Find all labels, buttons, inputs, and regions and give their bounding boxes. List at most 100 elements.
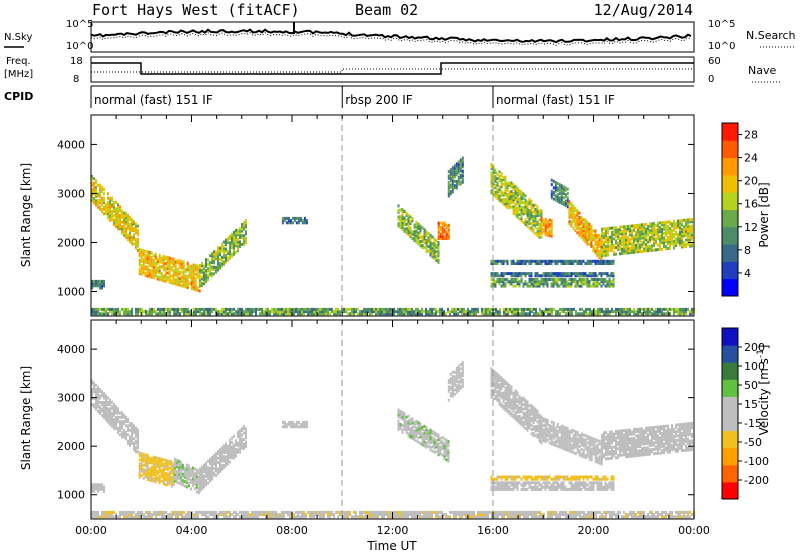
data-cell [431,235,434,239]
data-cell [135,224,137,228]
data-cell [295,310,297,314]
data-cell [565,307,567,311]
data-cell [564,434,567,438]
data-cell [552,186,555,190]
data-cell [111,422,113,426]
data-cell [223,245,225,248]
data-cell [154,458,157,462]
data-cell [554,262,557,265]
data-cell [570,282,573,286]
data-cell [399,312,401,316]
data-cell [532,223,535,227]
data-cell [211,254,213,258]
data-cell [321,307,323,311]
data-cell [176,261,179,265]
data-cell [207,262,209,266]
data-cell [435,449,438,453]
data-cell [679,225,681,229]
data-cell [683,240,685,244]
data-cell [239,227,241,231]
data-cell [689,224,691,228]
data-cell [166,459,169,463]
data-cell [447,453,450,456]
data-cell [549,312,551,316]
data-cell [566,427,569,430]
data-cell [559,312,561,316]
data-cell [243,310,245,314]
data-cell [562,429,565,433]
data-cell [142,253,145,257]
data-cell [231,447,233,451]
data-cell [556,438,559,442]
data-cell [297,216,300,220]
data-cell [691,226,693,230]
data-cell [151,312,153,316]
data-cell [643,247,645,251]
data-cell [405,211,408,215]
data-cell [461,361,464,364]
data-cell [399,208,402,212]
data-cell [443,457,446,461]
data-cell [105,394,107,398]
data-cell [142,262,145,266]
data-cell [504,402,507,405]
data-cell [168,481,171,485]
data-cell [193,467,196,471]
data-cell [598,236,601,240]
data-cell [303,307,305,311]
data-cell [537,312,539,316]
data-cell [504,408,507,412]
data-cell [405,229,408,233]
data-cell [405,420,408,424]
data-cell [99,199,101,203]
data-cell [437,249,440,253]
data-cell [211,258,213,262]
data-cell [103,205,105,209]
data-cell [409,310,411,314]
data-cell [518,406,521,410]
data-cell [231,239,233,243]
data-cell [154,265,157,269]
data-cell [504,406,507,410]
data-cell [179,480,182,484]
data-cell [556,444,559,448]
data-cell [119,426,121,430]
data-cell [137,439,139,443]
data-cell [445,449,448,453]
data-cell [399,217,402,221]
data-cell [526,207,529,211]
colorbar-tick-label: 28 [744,129,758,142]
data-cell [245,230,247,234]
data-cell [643,223,645,227]
data-cell [225,307,227,311]
data-cell [453,179,456,183]
data-cell [496,375,499,378]
data-cell [495,312,497,316]
data-cell [193,307,195,311]
data-cell [111,203,113,207]
data-cell [190,265,193,269]
data-cell [131,424,133,428]
data-cell [405,222,408,226]
data-cell [189,478,192,482]
data-cell [117,431,119,435]
data-cell [127,213,129,217]
data-cell [175,307,177,311]
data-cell [415,234,418,238]
data-cell [429,251,432,255]
data-cell [534,214,537,218]
data-cell [190,282,193,286]
data-cell [504,404,507,408]
data-cell [168,256,171,260]
data-cell [146,453,149,457]
data-cell [513,310,515,314]
data-cell [199,469,201,473]
data-cell [207,307,209,311]
data-cell [504,191,507,195]
data-cell [125,307,127,311]
data-cell [609,237,611,241]
data-cell [441,444,444,448]
data-cell [564,278,567,281]
data-cell [113,424,115,428]
data-cell [571,312,573,316]
